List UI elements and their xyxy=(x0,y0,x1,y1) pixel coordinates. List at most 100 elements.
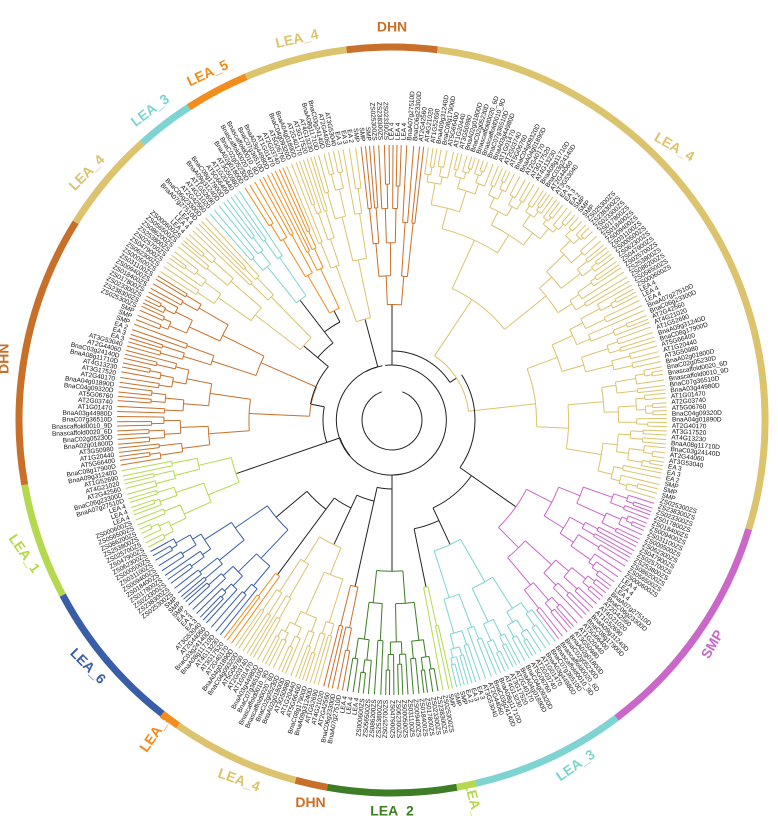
tree-branch xyxy=(637,387,646,390)
tree-branch xyxy=(423,587,432,627)
tree-branch xyxy=(208,481,240,496)
tree-branch xyxy=(651,366,662,370)
tree-branch xyxy=(276,589,283,594)
tree-branch xyxy=(621,516,628,520)
tree-branch xyxy=(552,219,559,226)
tree-branch xyxy=(582,268,593,277)
tree-branch xyxy=(291,234,313,274)
tree-branch xyxy=(543,572,557,586)
tree-branch xyxy=(204,521,232,541)
tree-branch xyxy=(573,601,587,616)
tree-branch xyxy=(150,287,171,300)
tree-branch xyxy=(198,223,245,270)
tree-branch xyxy=(429,668,435,670)
tree-branch xyxy=(352,257,367,262)
tree-branch xyxy=(164,409,184,412)
tree-branch xyxy=(152,508,164,514)
tree-branch xyxy=(613,466,623,469)
tree-branch xyxy=(267,294,274,301)
tree-branch xyxy=(226,596,261,641)
tree-branch xyxy=(434,148,438,160)
tree-branch xyxy=(319,536,342,549)
tree-branch xyxy=(458,646,463,656)
tree-branch xyxy=(488,185,494,196)
tree-branch xyxy=(147,343,163,349)
tree-branch xyxy=(597,470,613,475)
tree-branch xyxy=(441,208,448,229)
tree-branch xyxy=(213,260,234,279)
tree-branch xyxy=(174,363,178,370)
tree-branch xyxy=(318,154,327,184)
leaf-label: SMP xyxy=(117,309,133,321)
tree-branch xyxy=(537,205,541,209)
tree-branch xyxy=(583,227,590,234)
tree-branch xyxy=(313,632,321,653)
tree-branch xyxy=(270,224,282,242)
tree-branch xyxy=(507,540,526,558)
tree-branch xyxy=(227,278,234,286)
tree-branch xyxy=(609,349,621,354)
tree-branch xyxy=(583,249,591,256)
tree-branch xyxy=(605,553,626,567)
tree-branch xyxy=(492,654,502,673)
tree-branch xyxy=(299,160,316,204)
tree-branch xyxy=(594,533,633,555)
tree-branch xyxy=(180,425,209,428)
tree-branch xyxy=(401,275,408,278)
tree-branch xyxy=(181,443,184,452)
tree-branch xyxy=(552,587,564,599)
tree-branch xyxy=(625,515,629,521)
tree-branch xyxy=(322,406,328,443)
tree-branch xyxy=(593,533,596,537)
tree-branch xyxy=(634,315,647,321)
leaf-label: BnaA07g27510D xyxy=(406,91,416,141)
tree-branch xyxy=(646,389,666,393)
tree-branch xyxy=(594,247,607,257)
tree-branch xyxy=(434,675,439,692)
tree-branch xyxy=(359,672,362,681)
tree-branch xyxy=(606,512,622,520)
tree-branch xyxy=(311,651,316,654)
tree-branch xyxy=(522,181,531,194)
tree-branch xyxy=(158,537,166,542)
tree-branch xyxy=(119,381,151,388)
tree-branch xyxy=(274,170,305,234)
tree-branch xyxy=(320,242,332,269)
tree-branch xyxy=(561,364,584,372)
tree-branch xyxy=(302,652,313,681)
tree-branch xyxy=(500,176,504,182)
tree-branch xyxy=(290,233,294,236)
tree-branch xyxy=(186,378,212,385)
tree-branch xyxy=(542,219,547,225)
tree-branch xyxy=(290,643,304,676)
tree-branch xyxy=(433,668,436,676)
tree-branch xyxy=(369,660,372,674)
tree-branch xyxy=(139,309,155,317)
tree-branch xyxy=(117,405,155,409)
tree-branch xyxy=(406,223,414,277)
tree-branch xyxy=(505,652,514,668)
tree-branch xyxy=(643,452,653,455)
tree-branch xyxy=(565,222,569,227)
tree-branch xyxy=(576,338,591,346)
tree-branch xyxy=(594,267,601,272)
tree-branch xyxy=(337,665,343,690)
tree-branch xyxy=(629,340,656,350)
leaf-label: AT1G01470 xyxy=(77,404,112,412)
tree-branch xyxy=(458,153,463,164)
tree-branch xyxy=(278,638,283,648)
tree-branch xyxy=(627,336,655,346)
tree-branch xyxy=(117,425,138,427)
tree-branch xyxy=(623,508,629,512)
tree-branch xyxy=(471,588,489,623)
tree-branch xyxy=(543,559,557,574)
tree-branch xyxy=(545,614,563,637)
tree-branch xyxy=(631,360,643,364)
tree-branch xyxy=(606,318,615,323)
tree-branch xyxy=(651,372,653,377)
tree-branch xyxy=(204,281,222,295)
tree-branch xyxy=(328,578,344,623)
tree-branch xyxy=(167,321,172,330)
tree-branch xyxy=(273,636,280,648)
tree-branch xyxy=(451,288,505,330)
